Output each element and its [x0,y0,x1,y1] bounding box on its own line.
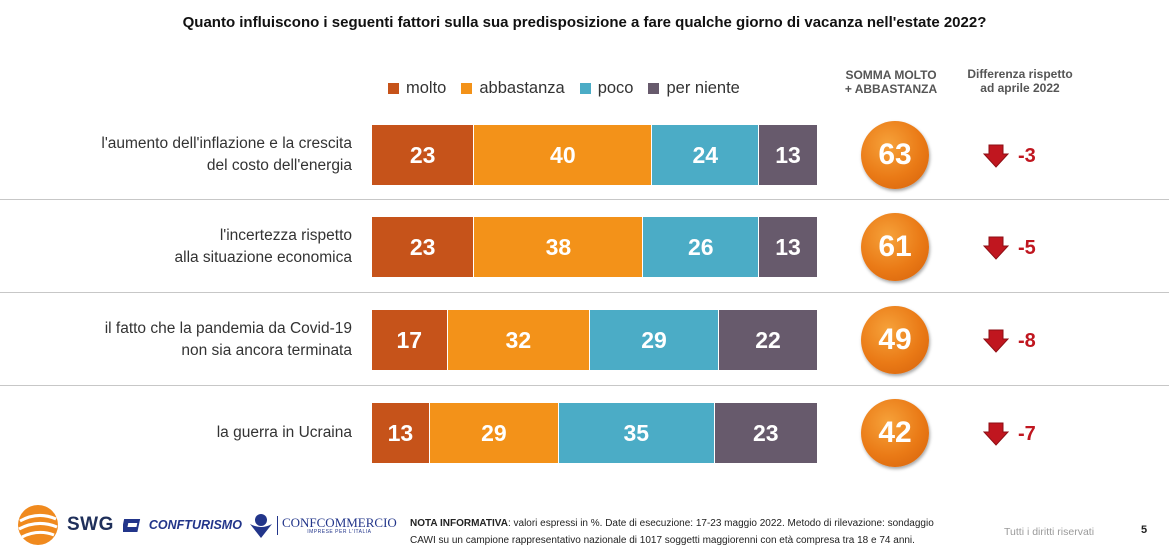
bar-segment: 23 [372,217,475,277]
bar-segment: 35 [558,403,715,463]
bar-segment: 17 [372,310,448,370]
bar-segment: 13 [372,403,430,463]
row-label-line: alla situazione economica [174,249,353,266]
row-label-line: la guerra in Ucraina [216,424,352,441]
diff-indicator: -7 [983,421,1036,447]
note-line-2: CAWI su un campione rappresentativo nazi… [410,535,915,546]
legend-swatch [388,82,399,94]
row-label-line: il fatto che la pandemia da Covid-19 [104,320,352,337]
row-label-line: l'aumento dell'inflazione e la crescita [101,135,352,152]
legend-label: molto [406,78,447,97]
confcommercio-logo: CONFCOMMERCIO IMPRESE PER L'ITALIA [276,514,397,535]
sum-circle: 63 [861,121,929,189]
row-label: l'incertezza rispetto alla situazione eco… [40,217,353,277]
down-arrow-icon [983,422,1009,446]
down-arrow-icon [983,236,1009,260]
diff-header-line-2: ad aprile 2022 [980,81,1060,95]
sum-header-line-2: + ABBASTANZA [844,82,938,96]
confcommercio-logo-text: CONFCOMMERCIO [281,514,397,530]
diff-indicator: -8 [983,328,1036,354]
bar-segment: 13 [759,125,817,185]
confturismo-logo-icon [122,519,141,532]
legend-item: abbastanza [461,78,565,98]
bar-segment: 26 [643,217,760,277]
row-label-line: non sia ancora terminata [181,342,352,359]
row-label: la guerra in Ucraina [40,403,352,463]
legend-swatch [648,82,660,94]
confturismo-logo-text: CONFTURISMO [148,518,242,532]
row-separator [0,199,1169,200]
bar-segment: 29 [590,310,720,370]
diff-value: -5 [1018,236,1036,259]
legend-item: per niente [648,78,740,98]
bar-segment: 40 [474,125,653,185]
page-number: 5 [1141,524,1148,536]
sum-circle: 49 [861,306,929,374]
diff-indicator: -5 [983,235,1036,261]
diff-indicator: -3 [983,143,1036,169]
diff-value: -8 [1018,329,1036,352]
bar-segment: 23 [714,403,817,463]
row-separator [0,292,1169,293]
stacked-bar: 23 40 24 13 [372,125,817,185]
diff-column-header: Differenza rispetto ad aprile 2022 [955,67,1085,95]
rights-text: Tutti i diritti riservati [1004,526,1095,538]
down-arrow-icon [983,144,1009,168]
legend-item: poco [579,78,634,98]
stacked-bar: 17 32 29 22 [372,310,817,370]
swg-logo-text: SWG [67,514,114,535]
sum-circle: 42 [861,399,929,467]
bar-segment: 24 [652,125,760,185]
sum-circle: 61 [861,213,929,281]
chart-title: Quanto influiscono i seguenti fattori su… [182,14,987,31]
row-label: l'aumento dell'inflazione e la crescita d… [40,125,352,185]
legend-label: per niente [666,78,740,97]
bar-segment: 22 [719,310,817,370]
diff-value: -3 [1018,144,1036,167]
confcommercio-logo-subtitle: IMPRESE PER L'ITALIA [307,528,372,535]
bar-segment: 23 [372,125,475,185]
note-line-1: : valori espressi in %. Date di esecuzio… [507,518,934,529]
row-label: il fatto che la pandemia da Covid-19 non … [40,310,352,370]
confcommercio-emblem-icon [249,514,272,538]
stacked-bar: 13 29 35 23 [372,403,817,463]
info-note: NOTA INFORMATIVA: valori espressi in %. … [410,515,980,549]
diff-value: -7 [1018,422,1036,445]
diff-header-line-1: Differenza rispetto [967,67,1073,81]
swg-logo-icon [18,505,58,545]
legend-label: abbastanza [479,78,565,97]
chart-legend: molto abbastanza poco per niente [388,77,755,99]
sum-header-line-1: SOMMA MOLTO [845,68,937,82]
bar-segment: 38 [474,217,644,277]
stacked-bar: 23 38 26 13 [372,217,817,277]
row-label-line: del costo dell'energia [206,157,352,174]
bar-segment: 13 [759,217,817,277]
row-label-line: l'incertezza rispetto [219,227,352,244]
bar-segment: 32 [447,310,591,370]
legend-swatch [579,82,591,94]
row-separator [0,385,1169,386]
down-arrow-icon [983,329,1009,353]
legend-item: molto [388,79,446,98]
note-label: NOTA INFORMATIVA [410,518,508,529]
legend-label: poco [597,78,634,97]
footer-logos: SWG CONFTURISMO CONFCOMMERCIO IMPRESE PE… [16,503,397,547]
sum-column-header: SOMMA MOLTO + ABBASTANZA [830,68,952,96]
bar-segment: 29 [429,403,559,463]
legend-swatch [461,82,473,94]
